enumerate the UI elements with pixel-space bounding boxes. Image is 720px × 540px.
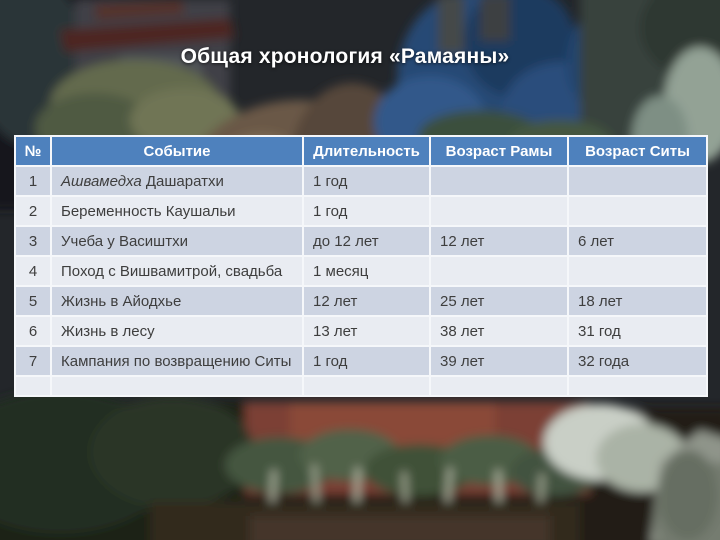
cell-sita-age: 32 года [567,345,708,377]
table-row: 2 Беременность Каушальи 1 год [14,195,708,227]
column-header-4: Возраст Ситы [567,135,708,167]
cell-event: Учеба у Васиштхи [50,225,304,257]
cell-rama-age [429,165,569,197]
table-row: 1 Ашвамедха Дашаратхи 1 год [14,165,708,197]
column-header-2: Длительность [302,135,431,167]
cell-duration: 1 год [302,165,431,197]
cell-sita-age [567,255,708,287]
cell-sita-age: 31 год [567,315,708,347]
cell-number: 3 [14,225,52,257]
cell-number: 5 [14,285,52,317]
cell-rama-age: 12 лет [429,225,569,257]
cell-event: Ашвамедха Дашаратхи [50,165,304,197]
slide-title: Общая хронология «Рамаяны» [180,45,510,68]
cell-duration: до 12 лет [302,225,431,257]
cell-number: 1 [14,165,52,197]
cell-sita-age [567,375,708,397]
cell-event: Жизнь в Айодхье [50,285,304,317]
cell-duration: 12 лет [302,285,431,317]
cell-sita-age: 6 лет [567,225,708,257]
table-row: 4 Поход с Вишвамитрой, свадьба 1 месяц [14,255,708,287]
cell-number [14,375,52,397]
cell-number: 6 [14,315,52,347]
cell-duration: 13 лет [302,315,431,347]
column-header-0: № [14,135,52,167]
cell-sita-age [567,165,708,197]
cell-event: Беременность Каушальи [50,195,304,227]
cell-rama-age: 38 лет [429,315,569,347]
cell-number: 7 [14,345,52,377]
cell-duration: 1 месяц [302,255,431,287]
cell-duration [302,375,431,397]
table-row [14,375,708,397]
cell-event: Кампания по возвращению Ситы [50,345,304,377]
chronology-table: № Событие Длительность Возраст Рамы Возраст … [14,135,708,397]
cell-event: Поход с Вишвамитрой, свадьба [50,255,304,287]
table-row: 7 Кампания по возвращению Ситы 1 год 39 … [14,345,708,377]
cell-number: 4 [14,255,52,287]
cell-rama-age: 39 лет [429,345,569,377]
cell-sita-age [567,195,708,227]
column-header-3: Возраст Рамы [429,135,569,167]
cell-event: Жизнь в лесу [50,315,304,347]
cell-duration: 1 год [302,345,431,377]
cell-rama-age [429,195,569,227]
cell-number: 2 [14,195,52,227]
column-header-1: Событие [50,135,304,167]
cell-sita-age: 18 лет [567,285,708,317]
cell-rama-age [429,255,569,287]
table-body: 1 Ашвамедха Дашаратхи 1 год 2 Беременнос… [14,165,708,397]
cell-rama-age [429,375,569,397]
table-row: 5 Жизнь в Айодхье 12 лет 25 лет 18 лет [14,285,708,317]
table-header-row: № Событие Длительность Возраст Рамы Возраст … [14,135,708,167]
cell-duration: 1 год [302,195,431,227]
table-row: 6 Жизнь в лесу 13 лет 38 лет 31 год [14,315,708,347]
table-row: 3 Учеба у Васиштхи до 12 лет 12 лет 6 ле… [14,225,708,257]
cell-rama-age: 25 лет [429,285,569,317]
cell-event [50,375,304,397]
